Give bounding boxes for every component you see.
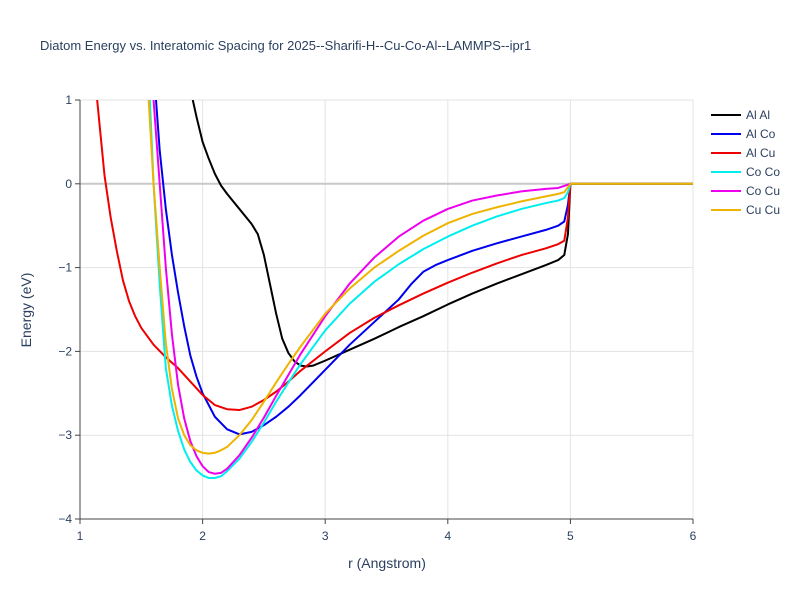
x-axis-title: r (Angstrom)	[348, 555, 426, 571]
x-tick-label: 1	[77, 529, 84, 543]
legend-label: Cu Cu	[746, 203, 780, 217]
y-tick-label: 1	[65, 93, 72, 107]
y-axis-title: Energy (eV)	[18, 273, 34, 348]
series-line-cu-cu	[147, 100, 693, 455]
x-tick-label: 3	[322, 529, 329, 543]
series-line-co-co	[148, 100, 572, 479]
legend-label: Co Co	[746, 165, 780, 179]
chart-title: Diatom Energy vs. Interatomic Spacing fo…	[40, 38, 531, 53]
legend-item[interactable]: Cu Cu	[711, 203, 780, 217]
plot-area	[96, 100, 693, 479]
y-tick-label: −3	[58, 428, 72, 442]
axis-ticks: 1 2 3 4 5 6 −4 −3 −2 −1 0 1	[58, 93, 696, 543]
legend-item[interactable]: Al Al	[711, 108, 770, 122]
y-tick-label: 0	[65, 177, 72, 191]
series-line-al-al	[191, 100, 693, 368]
series-line-al-co	[155, 100, 572, 436]
legend-item[interactable]: Co Co	[711, 165, 780, 179]
legend-label: Al Al	[746, 108, 770, 122]
legend-item[interactable]: Al Cu	[711, 146, 775, 160]
legend-item[interactable]: Al Co	[711, 127, 776, 141]
x-tick-label: 6	[690, 529, 697, 543]
series-line-co-cu	[152, 100, 571, 475]
x-tick-label: 5	[567, 529, 574, 543]
y-tick-label: −4	[58, 512, 72, 526]
y-tick-label: −1	[58, 261, 72, 275]
legend-label: Al Cu	[746, 146, 775, 160]
grid	[79, 99, 694, 520]
legend-label: Al Co	[746, 127, 776, 141]
legend-item[interactable]: Co Cu	[711, 184, 780, 198]
legend-label: Co Cu	[746, 184, 780, 198]
legend: Al Al Al Co Al Cu Co Co Co Cu Cu Cu	[711, 108, 780, 217]
x-tick-label: 4	[444, 529, 451, 543]
x-tick-label: 2	[199, 529, 206, 543]
y-tick-label: −2	[58, 344, 72, 358]
